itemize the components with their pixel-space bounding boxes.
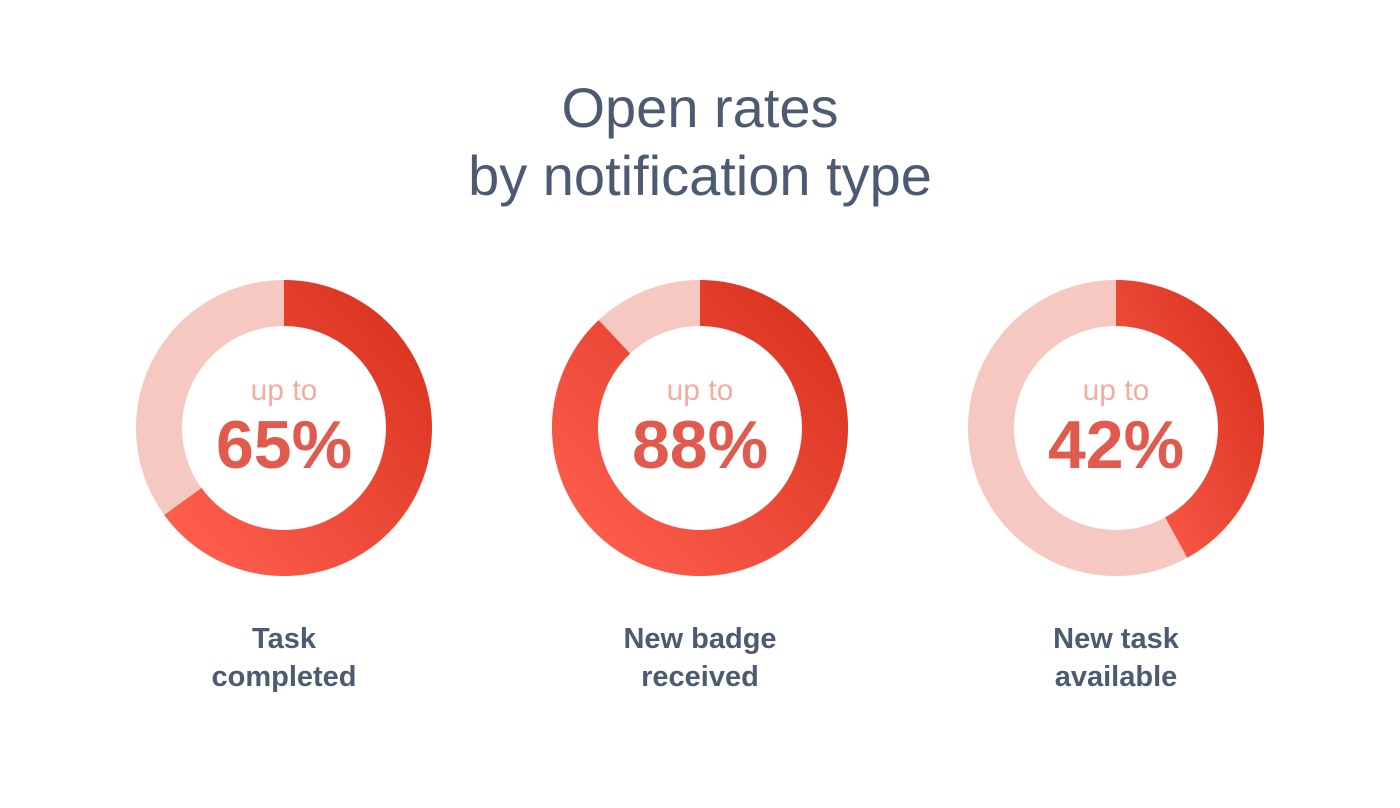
donut-value-arc <box>164 280 432 576</box>
category-label-line-2: completed <box>211 661 357 693</box>
donut-task-completed: up to 65% <box>134 278 434 578</box>
category-label-line-2: available <box>1054 661 1178 693</box>
donut-new-badge-received: up to 88% <box>550 278 850 578</box>
chart-title: Open rates by notification type <box>0 74 1400 210</box>
donut-svg <box>136 280 432 576</box>
category-label-line-1: New badge <box>623 623 777 655</box>
category-label-task-completed: Task completed <box>134 620 434 696</box>
donut-value-arc <box>1115 280 1264 558</box>
category-label-line-2: received <box>641 661 759 693</box>
donut-new-task-available: up to 42% <box>966 278 1266 578</box>
donut-svg <box>968 280 1264 576</box>
donut-value-arc <box>552 280 848 576</box>
chart-title-line-2: by notification type <box>468 144 932 207</box>
category-label-line-1: Task <box>252 623 316 655</box>
chart-title-line-1: Open rates <box>561 76 839 139</box>
category-label-line-1: New task <box>1053 623 1179 655</box>
category-label-new-badge-received: New badge received <box>550 620 850 696</box>
category-label-new-task-available: New task available <box>966 620 1266 696</box>
donut-svg <box>552 280 848 576</box>
